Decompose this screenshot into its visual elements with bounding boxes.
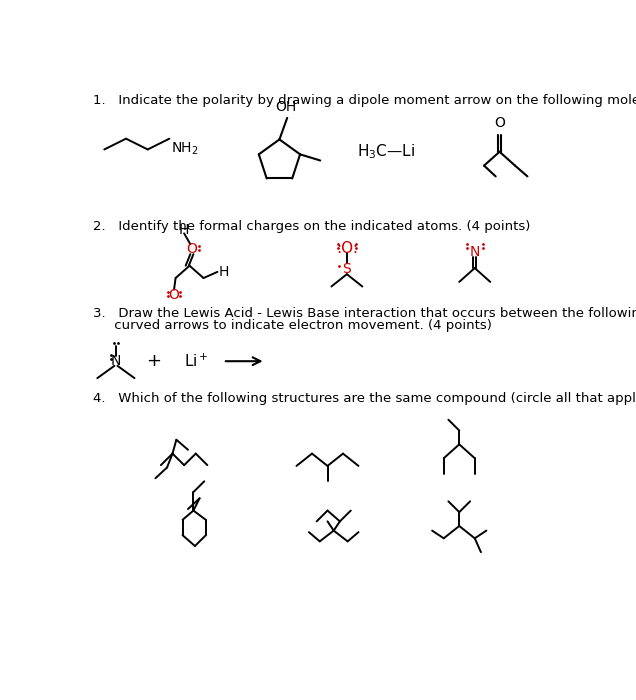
Text: OH: OH [275,100,296,114]
Text: curved arrows to indicate electron movement. (4 points): curved arrows to indicate electron movem… [93,318,492,332]
Text: 3.   Draw the Lewis Acid - Lewis Base interaction that occurs between the follow: 3. Draw the Lewis Acid - Lewis Base inte… [93,307,636,321]
Text: S: S [343,262,351,276]
Text: O: O [186,241,197,255]
Text: 1.   Indicate the polarity by drawing a dipole moment arrow on the following mol: 1. Indicate the polarity by drawing a di… [93,94,636,107]
Text: +: + [146,352,161,370]
Text: H: H [179,223,189,237]
Text: Li$^+$: Li$^+$ [184,353,209,370]
Text: 2.   Identify the formal charges on the indicated atoms. (4 points): 2. Identify the formal charges on the in… [93,220,531,232]
Text: NH$_2$: NH$_2$ [171,141,198,158]
Text: N: N [469,245,480,259]
Text: H$_3$C—Li: H$_3$C—Li [357,142,415,161]
Text: N: N [111,354,121,368]
Text: 4.   Which of the following structures are the same compound (circle all that ap: 4. Which of the following structures are… [93,392,636,405]
Text: O: O [494,116,505,130]
Text: H: H [219,265,230,279]
Text: O: O [169,288,179,302]
Text: :O:: :O: [336,241,358,256]
